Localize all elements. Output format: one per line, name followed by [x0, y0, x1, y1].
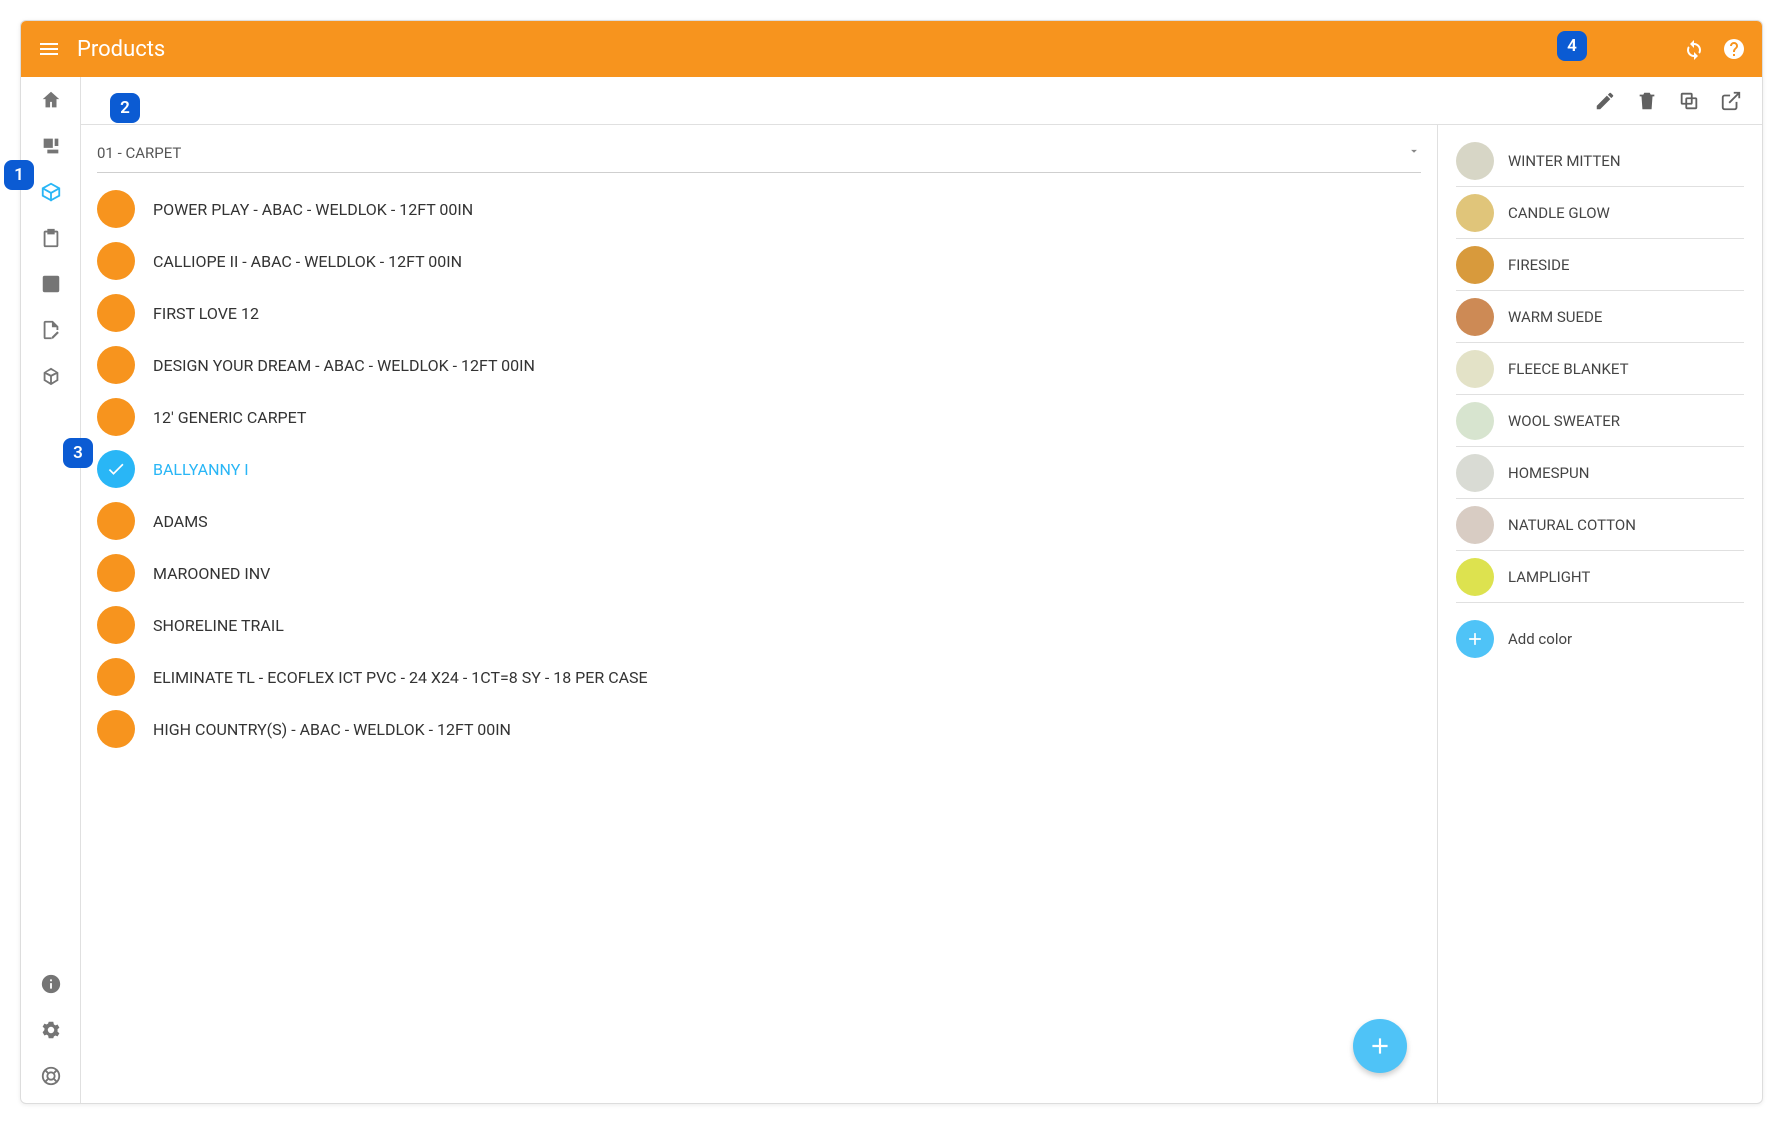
annotation-badge: 3	[63, 438, 93, 468]
color-panel: WINTER MITTEN CANDLE GLOW FIRESIDE WARM SUE…	[1438, 125, 1762, 1103]
help-icon[interactable]	[1722, 37, 1746, 61]
page-title: Products	[77, 37, 165, 62]
product-row[interactable]: ADAMS	[97, 495, 1421, 547]
lifebuoy-icon[interactable]	[40, 1065, 62, 1087]
product-label: DESIGN YOUR DREAM - ABAC - WELDLOK - 12F…	[153, 356, 535, 375]
layers-icon[interactable]	[40, 135, 62, 157]
clipboard-icon[interactable]	[40, 227, 62, 249]
topbar: Products	[21, 21, 1762, 77]
product-label: HIGH COUNTRY(S) - ABAC - WELDLOK - 12FT …	[153, 720, 511, 739]
color-swatch	[1456, 298, 1494, 336]
product-label: SHORELINE TRAIL	[153, 616, 284, 635]
product-row[interactable]: BALLYANNY I	[97, 443, 1421, 495]
product-dot-icon	[97, 242, 135, 280]
settings-icon[interactable]	[40, 1019, 62, 1041]
color-swatch	[1456, 506, 1494, 544]
product-dot-icon	[97, 554, 135, 592]
calculator-icon[interactable]	[40, 273, 62, 295]
add-product-fab[interactable]	[1353, 1019, 1407, 1073]
product-dot-icon	[97, 346, 135, 384]
product-label: ADAMS	[153, 512, 208, 531]
product-label: POWER PLAY - ABAC - WELDLOK - 12FT 00IN	[153, 200, 473, 219]
product-dot-icon	[97, 502, 135, 540]
product-row[interactable]: CALLIOPE II - ABAC - WELDLOK - 12FT 00IN	[97, 235, 1421, 287]
product-dot-icon	[97, 606, 135, 644]
color-row[interactable]: HOMESPUN	[1456, 447, 1744, 499]
product-row[interactable]: ELIMINATE TL - ECOFLEX ICT PVC - 24 X24 …	[97, 651, 1421, 703]
plus-icon	[1456, 620, 1494, 658]
color-row[interactable]: CANDLE GLOW	[1456, 187, 1744, 239]
dropdown-icon	[1407, 144, 1421, 162]
product-label: MAROONED INV	[153, 564, 270, 583]
annotation-badge: 4	[1557, 31, 1587, 61]
refresh-icon[interactable]	[1682, 37, 1706, 61]
annotation-badge: 2	[110, 93, 140, 123]
color-row[interactable]: WARM SUEDE	[1456, 291, 1744, 343]
action-toolbar	[81, 77, 1762, 125]
color-label: LAMPLIGHT	[1508, 568, 1590, 586]
color-swatch	[1456, 350, 1494, 388]
color-swatch	[1456, 402, 1494, 440]
product-row[interactable]: SHORELINE TRAIL	[97, 599, 1421, 651]
color-row[interactable]: WOOL SWEATER	[1456, 395, 1744, 447]
box-icon[interactable]	[40, 181, 62, 203]
home-icon[interactable]	[40, 89, 62, 111]
product-row[interactable]: DESIGN YOUR DREAM - ABAC - WELDLOK - 12F…	[97, 339, 1421, 391]
add-color-label: Add color	[1508, 630, 1572, 648]
color-swatch	[1456, 454, 1494, 492]
product-label: ELIMINATE TL - ECOFLEX ICT PVC - 24 X24 …	[153, 668, 648, 687]
color-label: FIRESIDE	[1508, 256, 1570, 274]
info-icon[interactable]	[40, 973, 62, 995]
package-icon[interactable]	[40, 365, 62, 387]
menu-icon[interactable]	[37, 37, 61, 61]
product-row[interactable]: FIRST LOVE 12	[97, 287, 1421, 339]
category-label: 01 - CARPET	[97, 144, 181, 162]
add-color-button[interactable]: Add color	[1456, 613, 1744, 665]
main-area: 01 - CARPET POWER PLAY - ABAC - WELDLOK …	[81, 77, 1762, 1103]
product-dot-icon	[97, 294, 135, 332]
color-label: WINTER MITTEN	[1508, 152, 1621, 170]
check-icon	[97, 450, 135, 488]
product-dot-icon	[97, 190, 135, 228]
color-label: WOOL SWEATER	[1508, 412, 1620, 430]
product-row[interactable]: 12' GENERIC CARPET	[97, 391, 1421, 443]
product-label: 12' GENERIC CARPET	[153, 408, 306, 427]
product-label: BALLYANNY I	[153, 460, 249, 479]
color-label: HOMESPUN	[1508, 464, 1589, 482]
color-row[interactable]: FIRESIDE	[1456, 239, 1744, 291]
copy-icon[interactable]	[1678, 90, 1700, 112]
sidebar	[21, 77, 81, 1103]
delete-icon[interactable]	[1636, 90, 1658, 112]
color-row[interactable]: WINTER MITTEN	[1456, 135, 1744, 187]
color-swatch	[1456, 194, 1494, 232]
edit-icon[interactable]	[1594, 90, 1616, 112]
app-window: Products	[20, 20, 1763, 1104]
product-dot-icon	[97, 658, 135, 696]
product-list: POWER PLAY - ABAC - WELDLOK - 12FT 00IN C…	[81, 177, 1437, 1103]
color-label: CANDLE GLOW	[1508, 204, 1610, 222]
edit-note-icon[interactable]	[40, 319, 62, 341]
color-swatch	[1456, 142, 1494, 180]
product-row[interactable]: MAROONED INV	[97, 547, 1421, 599]
color-swatch	[1456, 558, 1494, 596]
category-select[interactable]: 01 - CARPET	[97, 133, 1421, 173]
color-label: NATURAL COTTON	[1508, 516, 1636, 534]
product-panel: 01 - CARPET POWER PLAY - ABAC - WELDLOK …	[81, 125, 1438, 1103]
product-row[interactable]: HIGH COUNTRY(S) - ABAC - WELDLOK - 12FT …	[97, 703, 1421, 755]
color-row[interactable]: FLEECE BLANKET	[1456, 343, 1744, 395]
open-external-icon[interactable]	[1720, 90, 1742, 112]
product-label: CALLIOPE II - ABAC - WELDLOK - 12FT 00IN	[153, 252, 462, 271]
product-label: FIRST LOVE 12	[153, 304, 259, 323]
color-swatch	[1456, 246, 1494, 284]
color-label: FLEECE BLANKET	[1508, 360, 1629, 378]
color-label: WARM SUEDE	[1508, 308, 1602, 326]
color-row[interactable]: LAMPLIGHT	[1456, 551, 1744, 603]
color-row[interactable]: NATURAL COTTON	[1456, 499, 1744, 551]
product-dot-icon	[97, 710, 135, 748]
product-row[interactable]: POWER PLAY - ABAC - WELDLOK - 12FT 00IN	[97, 183, 1421, 235]
annotation-badge: 1	[4, 160, 34, 190]
product-dot-icon	[97, 398, 135, 436]
